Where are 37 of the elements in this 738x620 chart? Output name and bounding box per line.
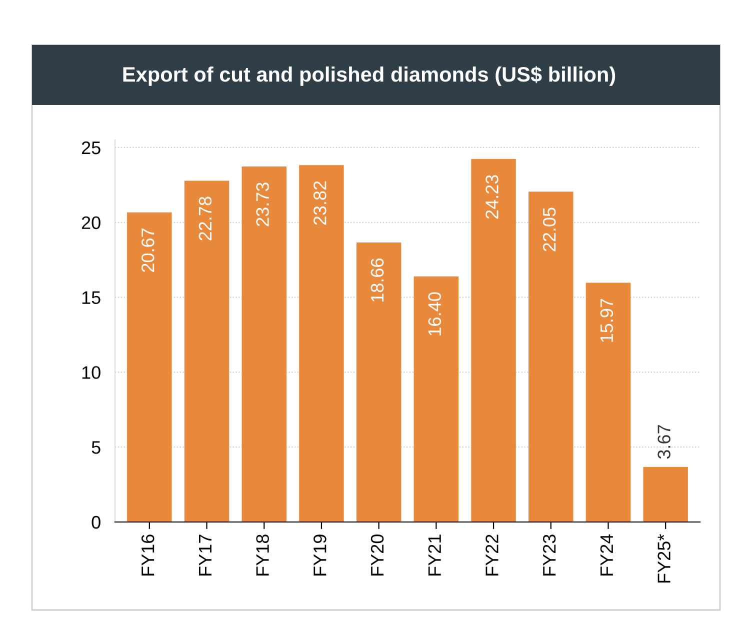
data-label: 23.73 (256, 182, 269, 226)
bar (184, 180, 230, 522)
y-tick-label: 25 (82, 141, 100, 154)
bar (528, 192, 574, 522)
bar (643, 467, 688, 522)
x-tick-label: FY20 (370, 534, 384, 576)
data-label: 18.66 (370, 258, 384, 302)
data-label: 20.67 (141, 228, 154, 272)
bar (299, 165, 344, 522)
x-tick-label: FY22 (486, 534, 498, 576)
y-tick-label: 10 (82, 366, 100, 379)
data-label: 22.05 (542, 208, 556, 252)
data-label: 24.23 (486, 175, 498, 219)
x-tick-label: FY18 (256, 534, 269, 576)
x-tick-label: FY19 (314, 534, 326, 576)
bar (586, 282, 631, 522)
data-label: 22.78 (198, 196, 212, 240)
y-tick-label: 0 (92, 516, 100, 529)
x-tick-label: FY25* (658, 534, 670, 583)
bar (471, 159, 516, 522)
bar (414, 276, 459, 522)
bar (127, 212, 172, 522)
data-label: 15.97 (600, 298, 614, 342)
data-label: 23.82 (314, 181, 326, 225)
bar (356, 242, 402, 522)
chart-title: Export of cut and polished diamonds (US$ billion) (123, 66, 616, 86)
y-tick-label: 20 (82, 216, 100, 230)
x-tick-label: FY17 (199, 534, 212, 576)
x-tick-label: FY24 (600, 534, 613, 576)
y-tick-label: 15 (82, 291, 100, 304)
x-tick-label: FY16 (141, 534, 154, 576)
x-tick-label: FY21 (428, 534, 441, 576)
data-label: 3.67 (658, 425, 670, 459)
y-tick-label: 5 (92, 441, 100, 454)
bar (242, 166, 286, 522)
x-tick-label: FY23 (542, 534, 556, 576)
data-label: 16.40 (428, 292, 442, 336)
